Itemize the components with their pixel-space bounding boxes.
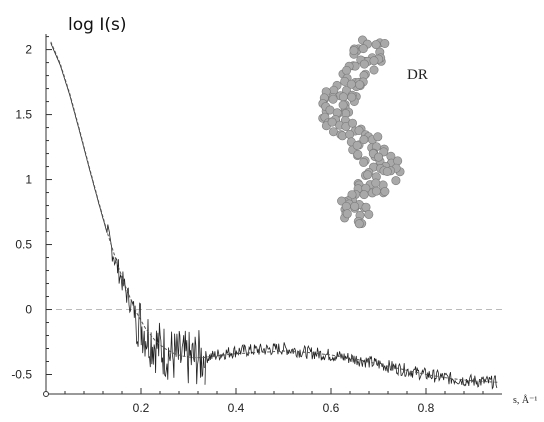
bead (359, 190, 369, 200)
bead (371, 186, 381, 196)
bead (380, 38, 390, 48)
bead (347, 92, 357, 102)
bead (346, 79, 356, 89)
bead (349, 46, 359, 56)
bead (342, 209, 352, 219)
bead (352, 140, 362, 150)
bead (328, 94, 338, 104)
bead (337, 131, 347, 141)
inset-model (318, 35, 405, 229)
bead (369, 56, 379, 66)
x-tick-label: 0.4 (228, 401, 245, 415)
bead (371, 178, 381, 188)
x-axis-label: s, Å⁻¹ (513, 394, 537, 406)
bead (353, 149, 363, 159)
bead (342, 65, 352, 75)
x-tick-label: 0.2 (133, 401, 150, 415)
bead (347, 118, 357, 128)
bead (363, 170, 373, 180)
bead (341, 201, 351, 211)
bead (354, 126, 364, 136)
y-tick-label: 0.5 (15, 238, 32, 252)
y-tick-label: 1.5 (15, 108, 32, 122)
bead (355, 80, 365, 90)
bead (393, 156, 403, 166)
series-layer (50, 41, 498, 390)
bead (347, 190, 357, 200)
bead (350, 201, 360, 211)
bead (359, 135, 369, 145)
bead (364, 209, 374, 219)
x-tick-label: 0.6 (323, 401, 340, 415)
y-tick-label: 2 (25, 43, 32, 57)
x-tick-label: 0.8 (418, 401, 435, 415)
bead (359, 59, 369, 69)
bead (382, 167, 392, 177)
bead (338, 92, 348, 102)
series-experimental-curve (50, 42, 498, 390)
bead (391, 176, 401, 186)
bead (327, 117, 337, 127)
bead (345, 130, 355, 140)
origin-marker (43, 391, 49, 397)
y-tick-label: 1 (25, 173, 32, 187)
bead (373, 132, 383, 142)
bead (374, 152, 384, 162)
bead (380, 187, 390, 197)
bead (359, 157, 369, 167)
y-axis-label: log I(s) (68, 15, 126, 35)
bead (358, 44, 368, 54)
y-tick-label: -0.5 (11, 368, 32, 382)
bead (338, 100, 348, 110)
y-tick-label: 0 (25, 303, 32, 317)
axes: 0.2 0.4 0.6 0.8 -0.5 0 0.5 1 1.5 2 (11, 34, 502, 415)
bead (354, 219, 364, 229)
inset-label: DR (407, 67, 428, 83)
series-fit-curve (50, 41, 498, 383)
bead (369, 65, 379, 75)
bead (371, 40, 381, 50)
